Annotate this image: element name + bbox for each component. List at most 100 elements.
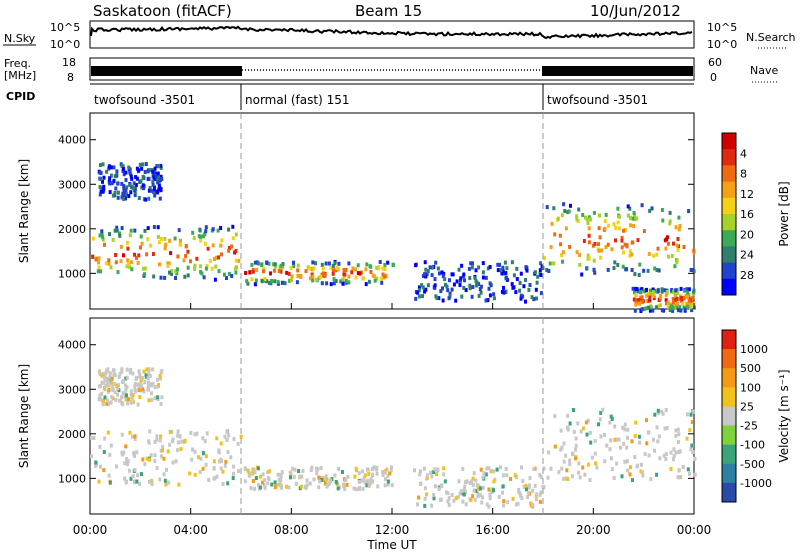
echo-cell: [656, 304, 660, 309]
echo-cell: [158, 374, 162, 379]
echo-cell: [122, 186, 126, 191]
echo-cell: [335, 266, 339, 270]
echo-cell: [309, 276, 312, 281]
echo-cell: [488, 293, 492, 298]
echo-cell: [265, 260, 269, 265]
echo-cell: [442, 271, 446, 276]
freq-bar-segment-1: [91, 66, 242, 76]
echo-cell: [258, 485, 262, 490]
echo-cell: [375, 276, 379, 281]
echo-cell: [628, 206, 632, 211]
echo-cell: [250, 277, 254, 282]
y-tick-label: 4000: [58, 134, 86, 147]
echo-cell: [156, 377, 159, 382]
echo-cell: [492, 292, 496, 297]
echo-cell: [581, 213, 585, 217]
echo-cell: [120, 369, 124, 374]
echo-cell: [163, 478, 167, 483]
echo-cell: [465, 479, 469, 484]
echo-cell: [329, 265, 333, 270]
echo-cell: [569, 203, 572, 208]
echo-cell: [672, 241, 675, 246]
echo-cell: [564, 226, 568, 231]
echo-cell: [221, 469, 225, 474]
echo-cell: [364, 267, 368, 272]
echo-cell: [481, 475, 485, 480]
echo-cell: [505, 266, 509, 271]
echo-cell: [441, 298, 445, 303]
echo-cell: [383, 263, 387, 267]
echo-cell: [141, 183, 145, 188]
echo-cell: [177, 440, 180, 445]
echo-cell: [371, 273, 375, 278]
echo-cell: [160, 454, 163, 459]
echo-cell: [118, 231, 121, 236]
colorbar-tick-label: -25: [740, 420, 758, 433]
echo-cell: [684, 293, 688, 298]
echo-cell: [304, 269, 308, 274]
echo-cell: [125, 460, 129, 465]
echo-cell: [104, 261, 108, 266]
echo-cell: [146, 387, 150, 392]
echo-cell: [670, 288, 674, 292]
echo-cell: [133, 437, 137, 441]
echo-cell: [214, 255, 218, 260]
colorbar-tick-label: 12: [740, 188, 754, 201]
echo-cell: [443, 277, 447, 282]
echo-cell: [205, 431, 209, 436]
echo-cell: [677, 450, 681, 455]
echo-cell: [656, 408, 660, 413]
echo-cell: [479, 493, 483, 498]
echo-cell: [643, 452, 647, 457]
echo-cell: [325, 477, 329, 482]
echo-cell: [640, 462, 643, 467]
echo-cell: [143, 272, 147, 277]
echo-cell: [124, 444, 128, 449]
echo-cell: [598, 213, 601, 218]
echo-cell: [223, 272, 226, 277]
echo-cell: [439, 289, 443, 294]
echo-cell: [431, 265, 434, 270]
echo-cell: [646, 299, 650, 303]
echo-cell: [575, 217, 579, 222]
echo-cell: [475, 483, 479, 488]
echo-cell: [334, 279, 338, 283]
echo-cell: [149, 243, 153, 248]
echo-cell: [113, 390, 117, 395]
echo-cell: [125, 367, 129, 372]
echo-cell: [655, 305, 658, 310]
echo-cell: [171, 460, 175, 465]
echo-cell: [608, 420, 612, 425]
echo-cell: [133, 454, 137, 458]
echo-cell: [329, 282, 333, 287]
echo-cell: [683, 307, 687, 312]
echo-cell: [626, 204, 630, 209]
echo-cell: [598, 417, 602, 422]
colorbar-tick-label: -100: [740, 439, 765, 452]
echo-cell: [353, 474, 357, 479]
echo-cell: [219, 243, 223, 248]
echo-cell: [129, 368, 133, 372]
echo-cell: [168, 238, 172, 243]
echo-cell: [179, 447, 183, 452]
echo-cell: [261, 472, 265, 477]
echo-cell: [383, 483, 387, 488]
echo-cell: [386, 473, 390, 478]
freq-panel-frame: [89, 57, 695, 81]
echo-cell: [301, 469, 305, 473]
echo-cell: [686, 301, 689, 306]
echo-cell: [272, 262, 276, 267]
echo-cell: [176, 254, 180, 259]
echo-cell: [613, 260, 617, 265]
echo-cell: [139, 234, 143, 239]
echo-cell: [617, 214, 621, 219]
echo-cell: [308, 266, 311, 271]
echo-cell: [153, 166, 157, 171]
echo-cell: [219, 226, 223, 230]
echo-cell: [511, 285, 515, 290]
echo-cell: [146, 169, 150, 174]
echo-cell: [128, 170, 132, 175]
echo-cell: [212, 476, 216, 481]
echo-cell: [674, 428, 678, 433]
echo-cell: [500, 289, 504, 294]
